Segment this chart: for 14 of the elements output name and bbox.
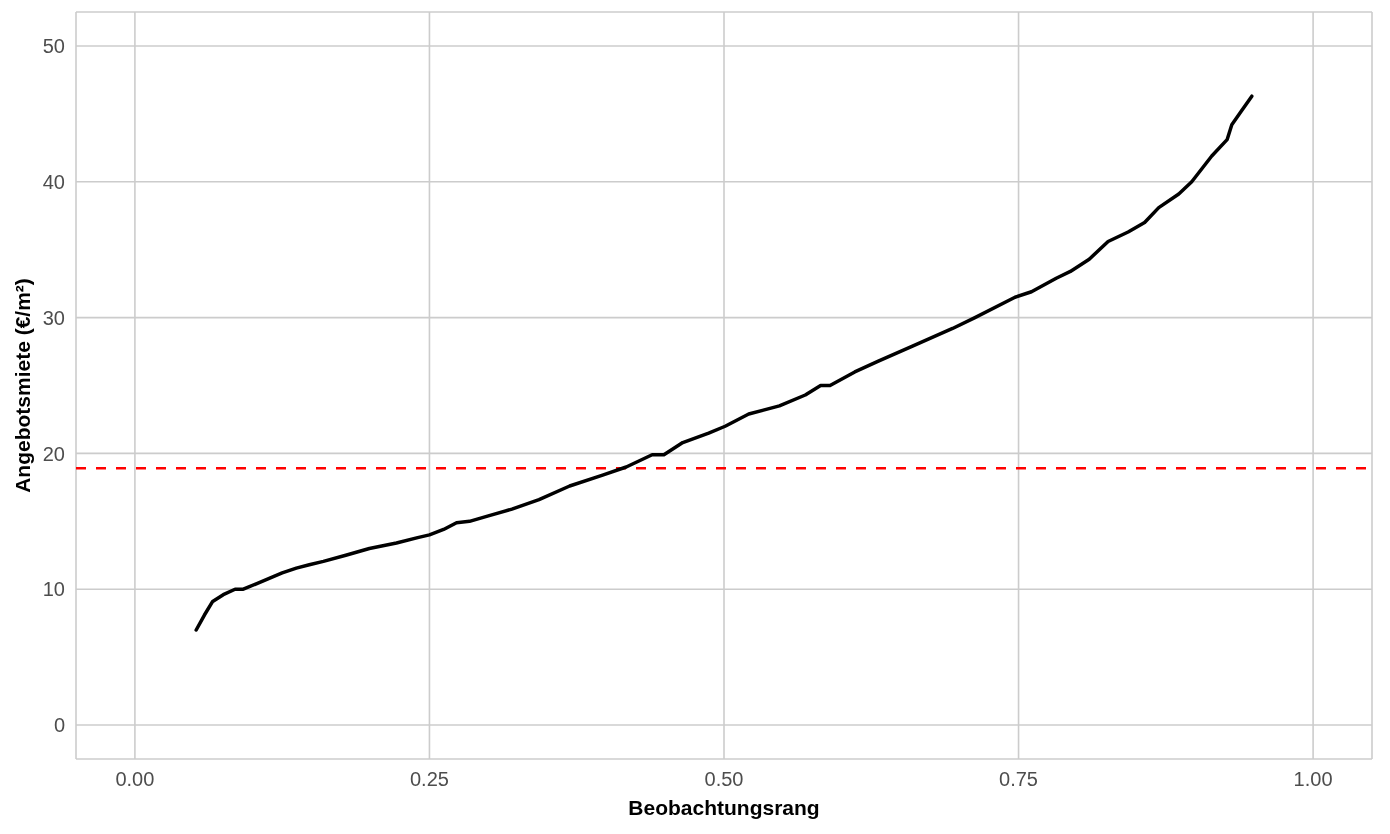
y-tick-label: 0 [53,714,65,737]
x-tick-label: 0.50 [704,768,744,791]
y-tick-label: 50 [42,35,65,58]
x-tick-label: 0.00 [115,768,155,791]
x-tick-label: 1.00 [1293,768,1333,791]
y-tick-label: 40 [42,170,65,193]
y-axis-title: Angebotsmiete (€/m²) [11,278,34,493]
x-tick-label: 0.75 [999,768,1039,791]
y-tick-label: 20 [42,442,65,465]
x-tick-label: 0.25 [409,768,449,791]
x-axis-title: Beobachtungsrang [628,796,820,819]
line-series [194,94,1254,632]
y-tick-label: 30 [42,306,65,329]
y-tick-label: 10 [42,578,65,601]
